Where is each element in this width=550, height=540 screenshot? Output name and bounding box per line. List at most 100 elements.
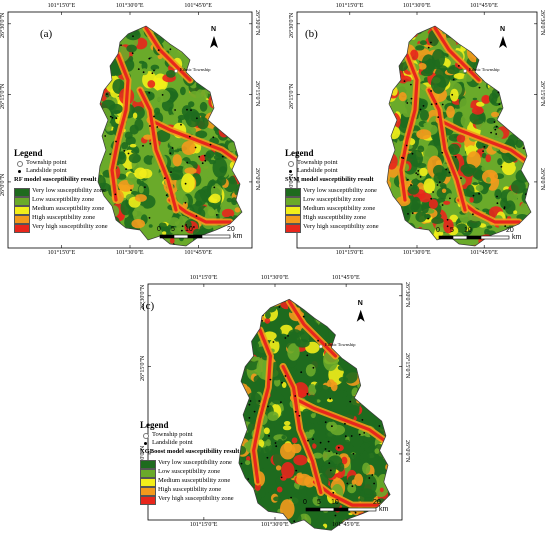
landslide-point [249,400,252,402]
landslide-point [362,385,364,388]
latitude-label-left: 26°30'0"N [0,12,6,38]
landslide-point [294,410,297,413]
landslide-point [486,30,488,33]
township-legend-label: Township point [152,431,193,438]
legend-zone-label: Low susceptibility zone [158,468,221,475]
landslide-point [253,410,256,413]
landslide-point [300,371,303,374]
landslide-point [522,147,525,150]
landslide-point [220,119,223,121]
landslide-point [127,152,130,155]
landslide-point [130,189,132,192]
landslide-point [181,225,184,228]
legend-title: Legend [285,148,314,158]
longitude-label-bottom: 101°30'0"E [116,250,144,256]
landslide-point [410,97,413,100]
landslide-point [192,244,195,246]
landslide-legend-label: Landslide point [26,167,67,174]
landslide-point [500,165,503,168]
landslide-point [106,93,108,95]
landslide-point [317,339,319,342]
landslide-point [156,126,159,128]
landslide-point [125,168,127,171]
landslide-point [267,405,269,408]
panel-b: (b) 101°15'0"E 101°15'0"E 101°30'0"E 101°30'… [275,0,550,270]
landslide-point [472,194,475,197]
landslide-point [407,213,409,215]
landslide-point [261,320,264,322]
landslide-point [268,435,270,437]
landslide-point [164,177,166,180]
legend-zone-label: Medium susceptibility zone [303,205,376,212]
landslide-point [498,103,501,106]
legend-zone-label: High susceptibility zone [303,214,367,221]
scale-unit: km [379,506,389,513]
township-legend-label: Township point [26,159,67,166]
scale-bar-segment [438,235,454,240]
landslide-point [525,134,528,137]
landslide-point [441,204,444,206]
landslide-point [228,62,231,65]
north-label: N [211,26,217,33]
township-legend-icon [288,161,294,167]
landslide-point [152,244,154,246]
landslide-point [312,438,314,440]
landslide-point [344,435,347,438]
panel-c: (c) 101°15'0"E 101°15'0"E 101°30'0"E 101°30'… [130,270,420,540]
scale-tick-label: 10 [464,227,472,234]
landslide-point [169,152,172,155]
model-result-title: XGBoost model susceptibility result [140,448,240,455]
legend-zone-label: Very low susceptibility zone [303,187,377,194]
landslide-legend-label: Landslide point [297,167,338,174]
legend-swatch [14,188,30,197]
landslide-point [458,65,460,67]
landslide-point [436,184,439,186]
landslide-point [490,131,492,134]
landslide-point [170,171,172,174]
region-boundary [386,25,532,247]
landslide-point [430,197,433,200]
legend-zone-label: Low susceptibility zone [32,196,95,203]
township-label: Ethnic Township [469,67,500,72]
landslide-point [497,232,500,235]
longitude-label-bottom: 101°45'0"E [332,522,360,528]
landslide-point [284,337,287,339]
landslide-point [344,422,346,425]
latitude-label-right: 26°0'0"N [254,167,260,191]
landslide-point [130,29,133,32]
landslide-point [275,445,278,448]
legend-title: Legend [14,148,43,158]
township-label: Ethnic Township [325,342,356,348]
scale-tick-label: 5 [450,227,454,234]
landslide-point [248,417,251,419]
latitude-label-right: 26°0'0"N [539,167,545,191]
latitude-label-left: 26°30'0"N [140,284,146,310]
latitude-label-right: 26°0'0"N [404,439,410,463]
model-result-title: RF model susceptibility result [14,176,97,183]
legend-zone-label: Medium susceptibility zone [158,477,231,484]
landslide-point [507,35,510,38]
landslide-point [294,395,297,397]
landslide-point [278,306,281,308]
longitude-label-top: 101°30'0"E [261,275,289,281]
landslide-point [190,109,192,111]
landslide-point [208,241,211,243]
township-point [174,69,178,73]
landslide-point [337,446,340,449]
landslide-point [482,150,484,153]
landslide-point [361,419,364,421]
longitude-label-top: 101°45'0"E [470,3,498,9]
scale-bar-segment [201,234,231,239]
landslide-point [153,115,155,118]
landslide-point [306,393,309,395]
landslide-point [496,202,499,205]
north-label: N [357,299,363,307]
landslide-point [274,442,277,444]
legend-swatch [14,224,30,233]
north-arrow-icon [499,36,507,48]
legend-swatch [14,197,30,206]
landslide-point [137,68,140,70]
landslide-point [503,206,506,209]
landslide-point [417,170,420,172]
landslide-point [503,207,506,210]
